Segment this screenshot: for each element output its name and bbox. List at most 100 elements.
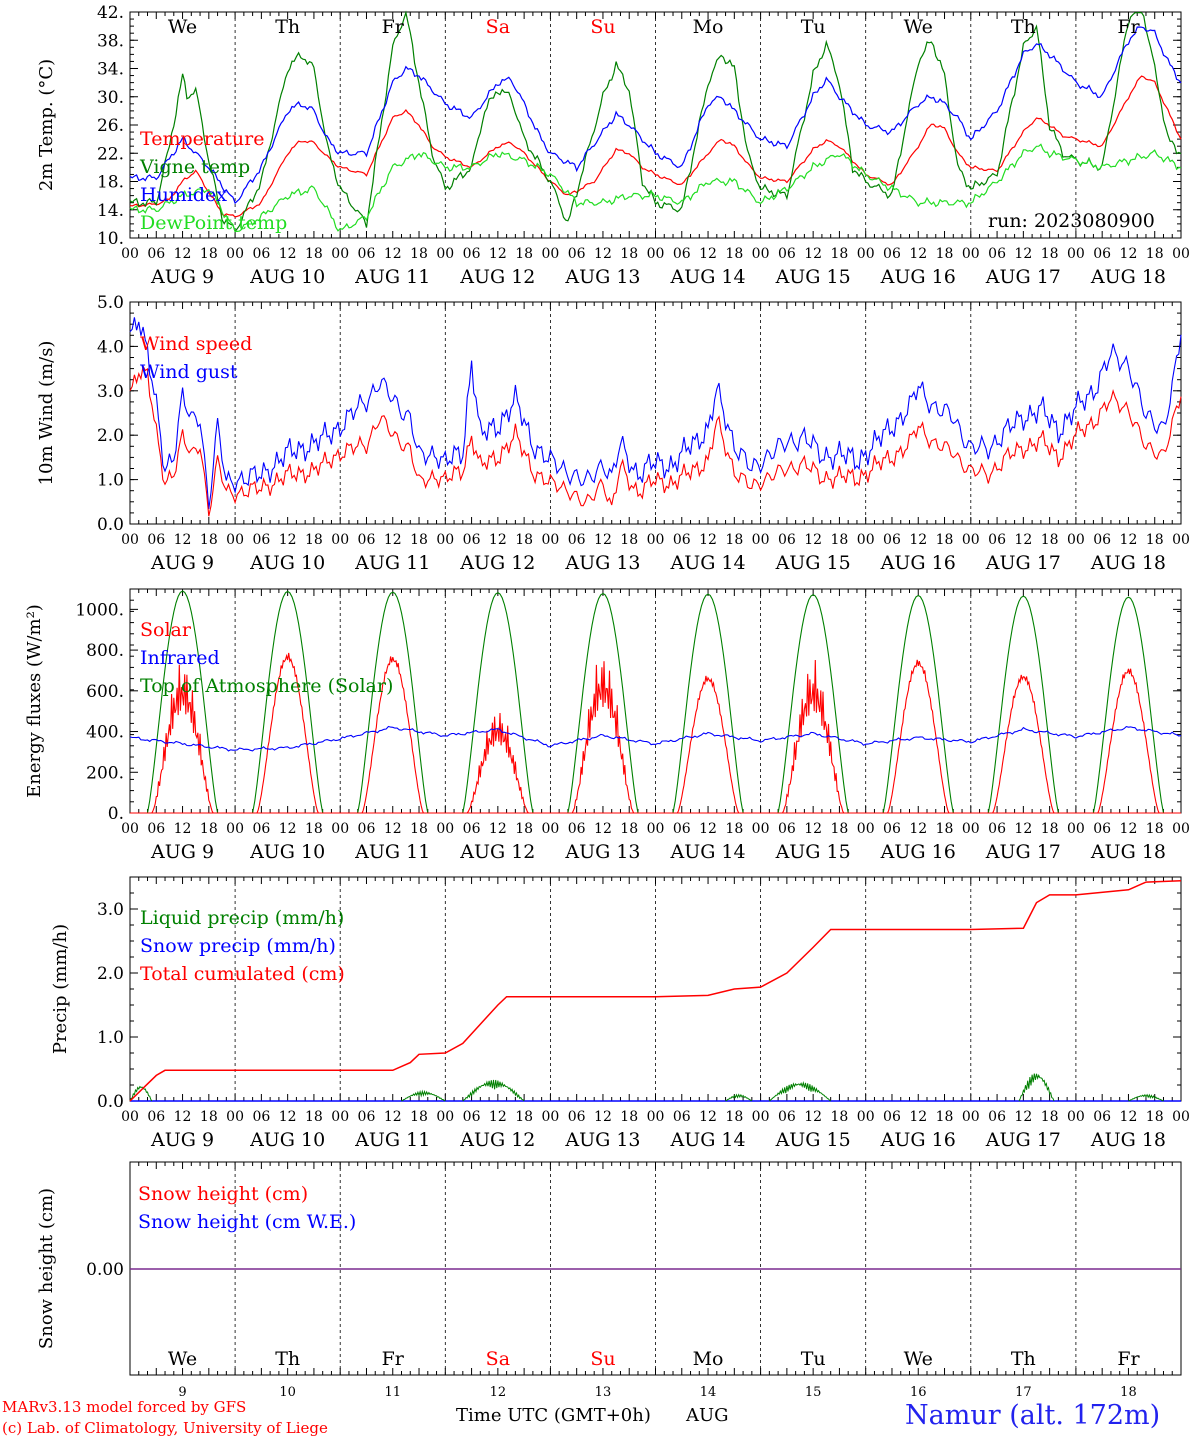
hour-tick-label: 06 bbox=[252, 246, 270, 262]
legend-wind-speed: Wind speed bbox=[140, 333, 252, 355]
hour-tick-label: 12 bbox=[594, 821, 612, 837]
y-tick-label: 2.0 bbox=[97, 964, 124, 984]
y-tick-label: 26. bbox=[97, 116, 124, 136]
hour-tick-label: 12 bbox=[384, 821, 402, 837]
date-label: AUG 10 bbox=[249, 266, 325, 288]
date-label: AUG 9 bbox=[150, 266, 214, 288]
hour-tick-label: 00 bbox=[1172, 532, 1190, 548]
day-number-label: 13 bbox=[595, 1385, 612, 1400]
hour-tick-label: 12 bbox=[909, 246, 927, 262]
hour-tick-label: 00 bbox=[752, 821, 770, 837]
hour-tick-label: 06 bbox=[883, 246, 901, 262]
hour-tick-label: 18 bbox=[831, 246, 849, 262]
weekday-label: Su bbox=[590, 16, 615, 38]
y-tick-label: 1.0 bbox=[97, 471, 124, 491]
series-line bbox=[672, 593, 744, 814]
date-label: AUG 13 bbox=[564, 841, 640, 863]
day-number-label: 14 bbox=[700, 1385, 717, 1400]
legend-infrared: Infrared bbox=[140, 647, 220, 669]
weekday-label: We bbox=[168, 16, 197, 38]
y-tick-label: 3.0 bbox=[97, 382, 124, 402]
y-tick-label: 400. bbox=[86, 723, 124, 743]
hour-tick-label: 18 bbox=[725, 246, 743, 262]
hour-tick-label: 18 bbox=[936, 1109, 954, 1125]
series-line bbox=[1092, 596, 1165, 814]
hour-tick-label: 00 bbox=[226, 532, 244, 548]
series-line bbox=[725, 1093, 753, 1102]
series-line bbox=[571, 661, 635, 814]
hour-tick-label: 00 bbox=[1067, 246, 1085, 262]
hour-tick-label: 00 bbox=[121, 1109, 139, 1125]
hour-tick-label: 12 bbox=[489, 1109, 507, 1125]
date-label: AUG 9 bbox=[150, 1129, 214, 1151]
hour-tick-label: 06 bbox=[147, 532, 165, 548]
day-number-label: 9 bbox=[178, 1385, 186, 1400]
hour-tick-label: 06 bbox=[147, 821, 165, 837]
hour-tick-label: 06 bbox=[252, 821, 270, 837]
legend-vigne-temp: Vigne temp bbox=[139, 156, 250, 178]
hour-tick-label: 18 bbox=[936, 532, 954, 548]
hour-tick-label: 18 bbox=[725, 532, 743, 548]
hour-tick-label: 18 bbox=[1041, 1109, 1059, 1125]
y-axis-label: Snow height (cm) bbox=[36, 1188, 57, 1349]
series-line bbox=[462, 1079, 525, 1102]
plot-frame bbox=[129, 588, 1182, 814]
hour-tick-label: 06 bbox=[988, 532, 1006, 548]
hour-tick-label: 06 bbox=[147, 246, 165, 262]
legend-snow-precip: Snow precip (mm/h) bbox=[140, 935, 336, 957]
hour-tick-label: 06 bbox=[673, 246, 691, 262]
date-label: AUG 9 bbox=[150, 841, 214, 863]
date-label: AUG 16 bbox=[880, 552, 956, 574]
series-line bbox=[777, 594, 849, 814]
y-tick-label: 0.0 bbox=[97, 1092, 124, 1112]
hour-tick-label: 12 bbox=[804, 1109, 822, 1125]
legend-humidex: Humidex bbox=[140, 184, 227, 206]
date-label: AUG 17 bbox=[985, 266, 1061, 288]
legend-temperature: Temperature bbox=[140, 128, 264, 150]
date-label: AUG 18 bbox=[1090, 1129, 1166, 1151]
hour-tick-label: 18 bbox=[620, 821, 638, 837]
date-label: AUG 11 bbox=[354, 266, 430, 288]
weekday-label: Fr bbox=[1117, 16, 1140, 38]
station-name: Namur (alt. 172m) bbox=[905, 1400, 1161, 1431]
hour-tick-label: 06 bbox=[988, 1109, 1006, 1125]
panel-5: Snow height (cm) 0.00 Snow height (cm) Snow… bbox=[36, 1161, 1182, 1400]
series-line bbox=[676, 675, 740, 814]
date-label: AUG 9 bbox=[150, 552, 214, 574]
series-line bbox=[129, 10, 1182, 233]
hour-tick-label: 12 bbox=[1120, 1109, 1138, 1125]
y-axis-label: 2m Temp. (°C) bbox=[36, 59, 57, 191]
series-line bbox=[252, 590, 324, 814]
day-number-label: 16 bbox=[910, 1385, 927, 1400]
hour-tick-label: 06 bbox=[988, 246, 1006, 262]
date-label: AUG 14 bbox=[669, 552, 745, 574]
y-tick-label: 800. bbox=[86, 641, 124, 661]
hour-tick-label: 06 bbox=[147, 1109, 165, 1125]
weekday-label: We bbox=[904, 16, 933, 38]
hour-tick-label: 18 bbox=[1146, 246, 1164, 262]
legend-wind-gust: Wind gust bbox=[140, 361, 238, 383]
series-line bbox=[462, 592, 534, 814]
date-label: AUG 12 bbox=[459, 266, 535, 288]
y-axis-label: Energy fluxes (W/m²) bbox=[24, 604, 45, 798]
hour-tick-label: 06 bbox=[883, 532, 901, 548]
hour-tick-label: 06 bbox=[883, 821, 901, 837]
hour-tick-label: 00 bbox=[962, 532, 980, 548]
hour-tick-label: 00 bbox=[1172, 246, 1190, 262]
hour-tick-label: 00 bbox=[1172, 1109, 1190, 1125]
weekday-label: Th bbox=[275, 1348, 300, 1370]
hour-tick-label: 12 bbox=[1120, 821, 1138, 837]
hour-tick-label: 12 bbox=[174, 532, 192, 548]
date-label: AUG 18 bbox=[1090, 552, 1166, 574]
y-tick-label: 1000. bbox=[75, 600, 124, 620]
day-number-label: 12 bbox=[490, 1385, 507, 1400]
hour-tick-label: 06 bbox=[1093, 246, 1111, 262]
hour-tick-label: 06 bbox=[463, 246, 481, 262]
hour-tick-label: 18 bbox=[1041, 532, 1059, 548]
y-tick-label: 5.0 bbox=[97, 293, 124, 313]
date-label: AUG 14 bbox=[669, 1129, 745, 1151]
hour-tick-label: 00 bbox=[1067, 532, 1085, 548]
hour-tick-label: 00 bbox=[647, 821, 665, 837]
hour-tick-label: 06 bbox=[673, 532, 691, 548]
day-number-label: 18 bbox=[1120, 1385, 1137, 1400]
